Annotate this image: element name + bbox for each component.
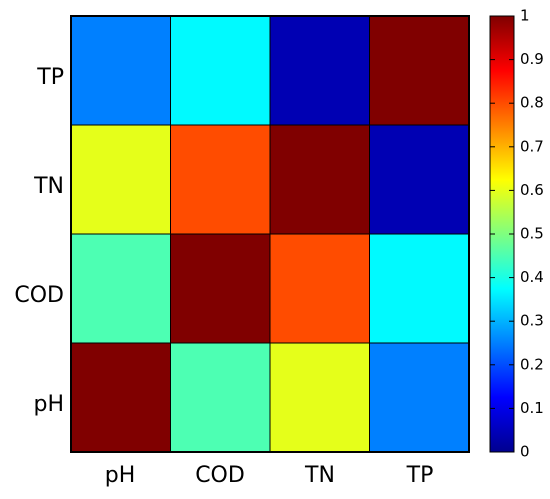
heatmap-cell-COD-pH bbox=[70, 233, 171, 344]
colorbar-tick-label: 0.2 bbox=[520, 355, 544, 373]
heatmap-cell-COD-TP bbox=[369, 233, 470, 344]
colorbar-tick-label: 0.3 bbox=[520, 312, 544, 330]
heatmap-cell-TP-TP bbox=[369, 15, 470, 126]
colorbar-tick-label: 0.4 bbox=[520, 268, 544, 286]
heatmap-cell-pH-pH bbox=[70, 342, 171, 453]
heatmap-cell-TP-pH bbox=[70, 15, 171, 126]
x-tick-label: TN bbox=[304, 463, 335, 488]
colorbar-tick-label: 0.9 bbox=[520, 50, 544, 68]
heatmap-cell-pH-TP bbox=[369, 342, 470, 453]
y-axis-tick-labels: pH COD TN TP bbox=[14, 65, 64, 417]
heatmap-cell-pH-TN bbox=[269, 342, 370, 453]
y-tick-label: TP bbox=[36, 65, 64, 90]
y-tick-label: pH bbox=[33, 392, 64, 417]
x-tick-label: TP bbox=[406, 463, 434, 488]
colorbar-tick-label: 0.1 bbox=[520, 399, 544, 417]
colorbar-tick-label: 0.8 bbox=[520, 94, 544, 112]
heatmap-cell-TP-TN bbox=[269, 15, 370, 126]
x-axis-tick-labels: pH COD TN TP bbox=[105, 463, 434, 488]
colorbar-tick-label: 0 bbox=[520, 443, 530, 461]
heatmap-cell-TN-TN bbox=[269, 124, 370, 235]
colorbar-tick-label: 0.5 bbox=[520, 225, 544, 243]
heatmap-cells bbox=[70, 15, 470, 453]
y-tick-label: TN bbox=[33, 174, 64, 199]
colorbar-tick-label: 1 bbox=[520, 7, 530, 25]
heatmap-cell-COD-COD bbox=[170, 233, 271, 344]
heatmap-cell-TN-COD bbox=[170, 124, 271, 235]
y-tick-label: COD bbox=[14, 283, 64, 308]
heatmap-cell-TN-TP bbox=[369, 124, 470, 235]
heatmap-cell-TN-pH bbox=[70, 124, 171, 235]
x-tick-label: COD bbox=[195, 463, 245, 488]
colorbar-tick-label: 0.6 bbox=[520, 181, 544, 199]
colorbar-ticks: 0 0.1 0.2 0.3 0.4 0.5 0.6 0.7 0.8 0.9 1 bbox=[490, 7, 544, 461]
heatmap-cell-COD-TN bbox=[269, 233, 370, 344]
heatmap-cell-TP-COD bbox=[170, 15, 271, 126]
colorbar-tick-label: 0.7 bbox=[520, 137, 544, 155]
heatmap-cell-pH-COD bbox=[170, 342, 271, 453]
heatmap-frame bbox=[70, 15, 470, 453]
x-tick-label: pH bbox=[105, 463, 136, 488]
